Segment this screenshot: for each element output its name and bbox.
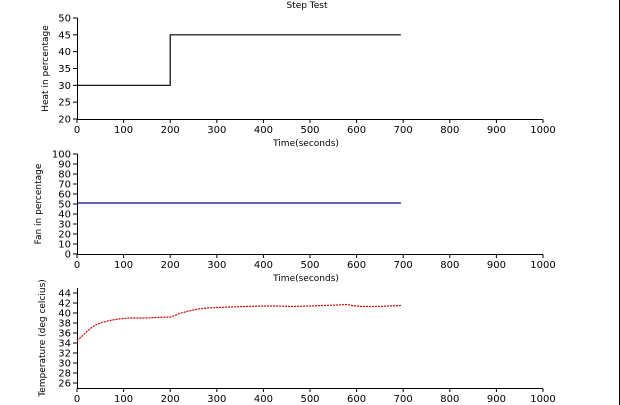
fan-x-tick-label: 800 <box>440 260 459 271</box>
heat-x-tick-label: 400 <box>254 125 273 136</box>
heat-x-tick-label: 200 <box>161 125 180 136</box>
temperature-y-tick-label: 36 <box>58 329 71 340</box>
heat-x-tick-label: 800 <box>440 125 459 136</box>
temperature-x-tick-label: 200 <box>161 394 180 405</box>
heat-x-tick-label: 300 <box>207 125 226 136</box>
temperature-x-tick-label: 700 <box>394 394 413 405</box>
temperature-y-tick-label: 30 <box>58 359 71 370</box>
heat-x-tick-label: 600 <box>347 125 366 136</box>
heat-chart: 0 100 200 300 400 500 600 700 800 900 1000 20 25 30 35… <box>41 14 556 150</box>
temperature-y-axis-label: Temperature (deg celcius) <box>38 279 48 398</box>
fan-x-tick-label: 1000 <box>530 260 555 271</box>
heat-y-tick-label: 35 <box>58 64 71 75</box>
fan-y-tick-label: 50 <box>58 200 71 211</box>
fan-x-axis-label: Time(seconds) <box>272 274 339 284</box>
fan-x-tick-label: 900 <box>487 260 506 271</box>
fan-y-tick-label: 10 <box>58 240 71 251</box>
temperature-chart: 0 100 200 300 400 500 600 700 800 900 1000 26283032… <box>38 279 556 405</box>
heat-y-tick-label: 45 <box>58 30 71 41</box>
temperature-y-tick-label: 38 <box>58 319 71 330</box>
heat-y-tick-label: 30 <box>58 81 71 92</box>
fan-x-tick-label: 0 <box>74 260 80 271</box>
fan-y-tick-label: 0 <box>65 250 71 261</box>
heat-y-tick-label: 50 <box>58 14 71 25</box>
heat-y-tick-label: 40 <box>58 47 71 58</box>
heat-x-tick-label: 100 <box>114 125 133 136</box>
fan-x-tick-label: 200 <box>161 260 180 271</box>
temperature-x-tick-label: 800 <box>440 394 459 405</box>
temperature-y-tick-label: 28 <box>58 369 71 380</box>
temperature-x-tick-label: 1000 <box>530 394 555 405</box>
fan-y-tick-label: 20 <box>58 230 71 241</box>
fan-y-axis-label: Fan in percentage <box>34 163 44 244</box>
fan-x-tick-label: 400 <box>254 260 273 271</box>
temperature-y-tick-label: 44 <box>58 289 71 300</box>
heat-x-tick-label: 1000 <box>530 125 555 136</box>
fan-x-tick-label: 500 <box>300 260 319 271</box>
fan-y-tick-label: 90 <box>58 160 71 171</box>
temperature-x-tick-label: 900 <box>487 394 506 405</box>
temperature-series-line <box>76 303 401 341</box>
temperature-y-tick-label: 42 <box>58 299 71 310</box>
fan-y-tick-label: 40 <box>58 210 71 221</box>
temperature-y-tick-label: 34 <box>58 339 71 350</box>
fan-x-tick-label: 100 <box>114 260 133 271</box>
fan-y-tick-label: 100 <box>52 150 71 161</box>
temperature-x-tick-label: 500 <box>300 394 319 405</box>
fan-y-tick-label: 80 <box>58 170 71 181</box>
temperature-x-tick-label: 0 <box>74 394 80 405</box>
fan-y-tick-label: 60 <box>58 190 71 201</box>
fan-x-tick-label: 300 <box>207 260 226 271</box>
heat-y-tick-label: 25 <box>58 98 71 109</box>
chart-title: Step Test <box>286 1 328 11</box>
temperature-x-tick-label: 300 <box>207 394 226 405</box>
heat-series-line <box>77 34 401 86</box>
temperature-y-tick-label: 40 <box>58 309 71 320</box>
temperature-x-tick-label: 400 <box>254 394 273 405</box>
temperature-y-tick-label: 26 <box>58 379 71 390</box>
heat-x-tick-label: 900 <box>487 125 506 136</box>
fan-x-tick-label: 600 <box>347 260 366 271</box>
fan-chart: 0 100 200 300 400 500 600 700 800 900 1000 01020304… <box>34 150 556 285</box>
temperature-x-tick-label: 100 <box>114 394 133 405</box>
fan-y-tick-label: 30 <box>58 220 71 231</box>
heat-y-axis-label: Heat in percentage <box>41 25 51 112</box>
temperature-x-tick-label: 600 <box>347 394 366 405</box>
heat-y-tick-label: 20 <box>58 115 71 126</box>
heat-x-tick-label: 700 <box>394 125 413 136</box>
temperature-y-tick-label: 32 <box>58 349 71 360</box>
fan-y-tick-label: 70 <box>58 180 71 191</box>
heat-x-axis-label: Time(seconds) <box>272 139 339 149</box>
heat-x-tick-label: 500 <box>300 125 319 136</box>
heat-x-tick-label: 0 <box>74 125 80 136</box>
fan-x-tick-label: 700 <box>394 260 413 271</box>
